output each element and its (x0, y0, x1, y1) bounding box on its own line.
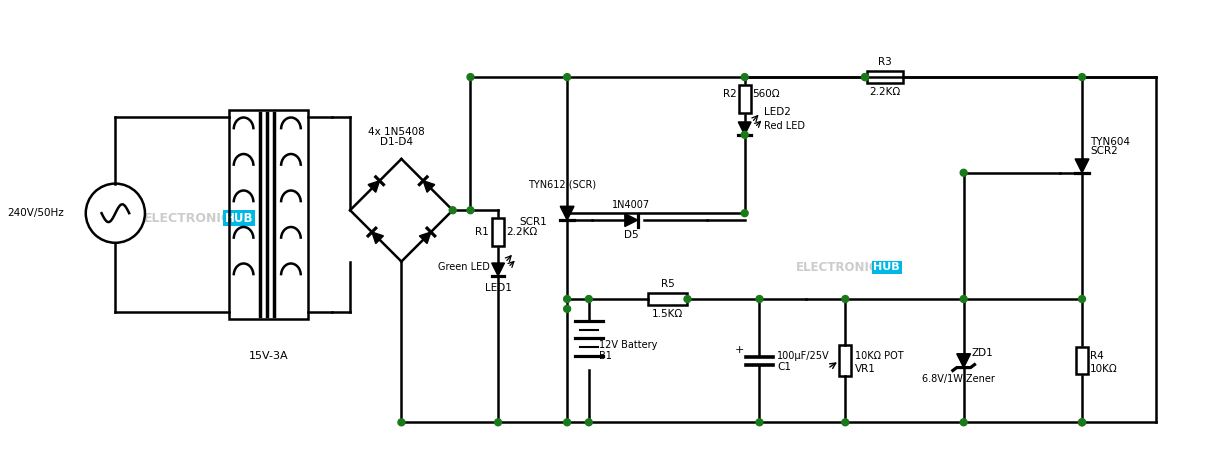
Polygon shape (492, 263, 504, 276)
Circle shape (741, 131, 748, 138)
Text: D5: D5 (624, 230, 639, 240)
Text: LED2: LED2 (764, 107, 791, 117)
Polygon shape (423, 181, 435, 192)
Text: 1N4007: 1N4007 (612, 200, 650, 210)
Text: Green LED: Green LED (439, 262, 490, 272)
Text: 100μF/25V: 100μF/25V (777, 351, 830, 361)
Circle shape (564, 419, 570, 426)
Polygon shape (624, 214, 638, 227)
Text: 2.2KΩ: 2.2KΩ (506, 227, 537, 237)
Polygon shape (560, 206, 574, 220)
Text: ZD1: ZD1 (972, 348, 993, 358)
Text: 560Ω: 560Ω (752, 89, 780, 99)
Circle shape (398, 419, 404, 426)
Circle shape (756, 296, 763, 302)
Circle shape (862, 74, 869, 80)
Circle shape (862, 74, 869, 80)
Circle shape (960, 419, 967, 426)
Bar (492, 218, 504, 246)
Text: 4x 1N5408: 4x 1N5408 (369, 127, 425, 137)
Text: R5: R5 (661, 279, 675, 289)
Bar (648, 293, 687, 305)
Polygon shape (956, 354, 971, 368)
Text: TYN604: TYN604 (1090, 137, 1129, 147)
Circle shape (450, 207, 456, 214)
Text: Red LED: Red LED (764, 121, 805, 131)
Polygon shape (419, 232, 431, 243)
Circle shape (1079, 419, 1085, 426)
Text: 10KΩ POT: 10KΩ POT (855, 351, 903, 361)
Circle shape (585, 296, 592, 302)
Bar (866, 71, 902, 83)
Circle shape (960, 169, 967, 176)
Circle shape (467, 74, 474, 80)
Text: 10KΩ: 10KΩ (1090, 364, 1117, 374)
Text: 12V Battery: 12V Battery (599, 340, 658, 350)
Circle shape (1079, 296, 1085, 302)
Text: ELECTRONICS: ELECTRONICS (144, 212, 241, 225)
Text: R4: R4 (1090, 351, 1104, 361)
Text: R2: R2 (723, 89, 737, 99)
Text: HUB: HUB (225, 212, 253, 225)
Polygon shape (739, 122, 751, 135)
Bar (1077, 347, 1088, 375)
Circle shape (564, 306, 570, 312)
Circle shape (741, 210, 748, 217)
Bar (229, 109, 307, 319)
Text: HUB: HUB (874, 262, 900, 272)
Polygon shape (372, 232, 383, 243)
Text: R3: R3 (878, 57, 891, 67)
Circle shape (585, 419, 592, 426)
Circle shape (960, 296, 967, 302)
Text: TYN612 (SCR): TYN612 (SCR) (528, 179, 596, 189)
Text: C1: C1 (777, 361, 791, 371)
Text: 2.2KΩ: 2.2KΩ (869, 87, 901, 97)
Circle shape (1079, 74, 1085, 80)
Bar (739, 85, 751, 113)
Polygon shape (1075, 159, 1089, 173)
Circle shape (467, 207, 474, 214)
Text: SCR2: SCR2 (1090, 146, 1117, 156)
Text: ELECTRONICS: ELECTRONICS (795, 261, 887, 274)
Text: 240V/50Hz: 240V/50Hz (7, 208, 64, 218)
Circle shape (842, 419, 849, 426)
Circle shape (1079, 419, 1085, 426)
Text: +: + (734, 345, 744, 355)
Text: 15V-3A: 15V-3A (248, 351, 288, 361)
Circle shape (756, 419, 763, 426)
Text: B1: B1 (599, 351, 612, 361)
Circle shape (564, 74, 570, 80)
Circle shape (685, 296, 691, 302)
Text: D1-D4: D1-D4 (380, 137, 413, 147)
Text: R1: R1 (476, 227, 489, 237)
Circle shape (741, 74, 748, 80)
Text: 6.8V/1W Zener: 6.8V/1W Zener (922, 375, 995, 385)
Text: VR1: VR1 (855, 364, 876, 374)
Text: SCR1: SCR1 (520, 217, 547, 227)
Circle shape (494, 419, 501, 426)
Text: LED1: LED1 (484, 283, 511, 293)
Text: 1.5KΩ: 1.5KΩ (653, 309, 683, 319)
Polygon shape (369, 181, 380, 192)
Circle shape (564, 296, 570, 302)
Bar (839, 345, 852, 376)
Circle shape (842, 296, 849, 302)
